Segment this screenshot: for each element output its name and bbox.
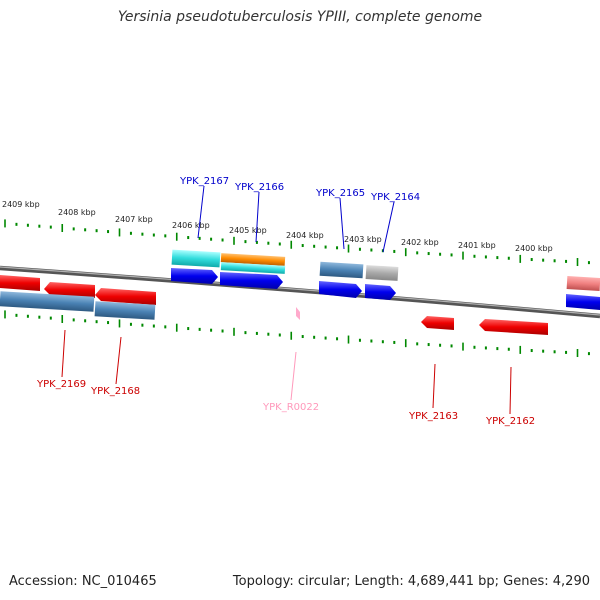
ruler-ticks-bottom <box>4 310 590 358</box>
feature-block-orange[interactable] <box>220 253 286 266</box>
reverse-gene-ypk2163[interactable] <box>421 316 454 330</box>
page-title: Yersinia pseudotuberculosis YPIII, compl… <box>117 9 483 25</box>
leader-ypk-r0022 <box>290 351 297 401</box>
leader-ypk2166 <box>255 191 260 243</box>
feature-block-pink[interactable] <box>566 276 600 291</box>
gene-label-ypk2165[interactable]: YPK_2165 <box>315 188 365 199</box>
gene-label-ypk2166[interactable]: YPK_2166 <box>234 182 284 193</box>
leader-ypk2164 <box>382 201 395 253</box>
reverse-gene-left-2[interactable] <box>95 288 156 305</box>
feature-block-cyan[interactable] <box>171 249 221 268</box>
accession-text: Accession: NC_010465 <box>9 574 157 589</box>
gene-label-ypk2163[interactable]: YPK_2163 <box>408 411 458 422</box>
kbp-label-2408: 2408 kbp <box>58 208 96 217</box>
reverse-gene-ypk2162[interactable] <box>479 319 548 335</box>
leader-ypk2167 <box>197 185 205 239</box>
genome-backbone <box>0 265 600 319</box>
rna-feature-ypk-r0022[interactable] <box>296 307 300 320</box>
reverse-gene-left-1[interactable] <box>44 282 95 298</box>
forward-gene-ypk2166[interactable] <box>220 272 283 289</box>
gene-label-ypk2162[interactable]: YPK_2162 <box>485 416 535 427</box>
kbp-label-2402: 2402 kbp <box>401 238 439 247</box>
gene-label-ypk2164[interactable]: YPK_2164 <box>370 192 420 203</box>
genome-backbone-highlight <box>0 266 600 316</box>
feature-block-cyan-2[interactable] <box>220 262 286 274</box>
leader-ypk2163 <box>432 363 436 409</box>
leader-ypk2168 <box>115 336 122 385</box>
kbp-label-2407: 2407 kbp <box>115 215 153 224</box>
forward-gene-ypk2167[interactable] <box>171 268 218 284</box>
kbp-label-2405: 2405 kbp <box>229 226 267 235</box>
feature-block-steel[interactable] <box>319 261 364 279</box>
gene-label-ypk-r0022[interactable]: YPK_R0022 <box>262 402 319 413</box>
gene-label-ypk2168[interactable]: YPK_2168 <box>90 386 140 397</box>
gene-label-ypk2169[interactable]: YPK_2169 <box>36 379 86 390</box>
forward-gene-ypk2164[interactable] <box>365 284 396 300</box>
forward-gene-edge[interactable] <box>566 294 600 310</box>
kbp-label-2401: 2401 kbp <box>458 241 496 250</box>
feature-block-steel-2168[interactable] <box>94 301 156 320</box>
forward-gene-ypk2165[interactable] <box>319 281 362 298</box>
feature-block-steel-2169[interactable] <box>0 291 95 312</box>
ruler-ticks-top <box>4 219 590 267</box>
leader-ypk2162 <box>509 366 512 415</box>
feature-block-grey[interactable] <box>365 265 399 281</box>
leader-ypk2169 <box>61 329 66 378</box>
kbp-label-2403: 2403 kbp <box>344 235 382 244</box>
genome-summary-text: Topology: circular; Length: 4,689,441 bp… <box>232 574 590 589</box>
reverse-gene-edge[interactable] <box>0 275 40 291</box>
gene-label-ypk2167[interactable]: YPK_2167 <box>179 176 229 187</box>
kbp-label-2406: 2406 kbp <box>172 221 210 230</box>
leader-ypk2165 <box>339 197 345 250</box>
kbp-label-2400: 2400 kbp <box>515 244 553 253</box>
kbp-label-2409: 2409 kbp <box>2 200 40 209</box>
kbp-label-2404: 2404 kbp <box>286 231 324 240</box>
